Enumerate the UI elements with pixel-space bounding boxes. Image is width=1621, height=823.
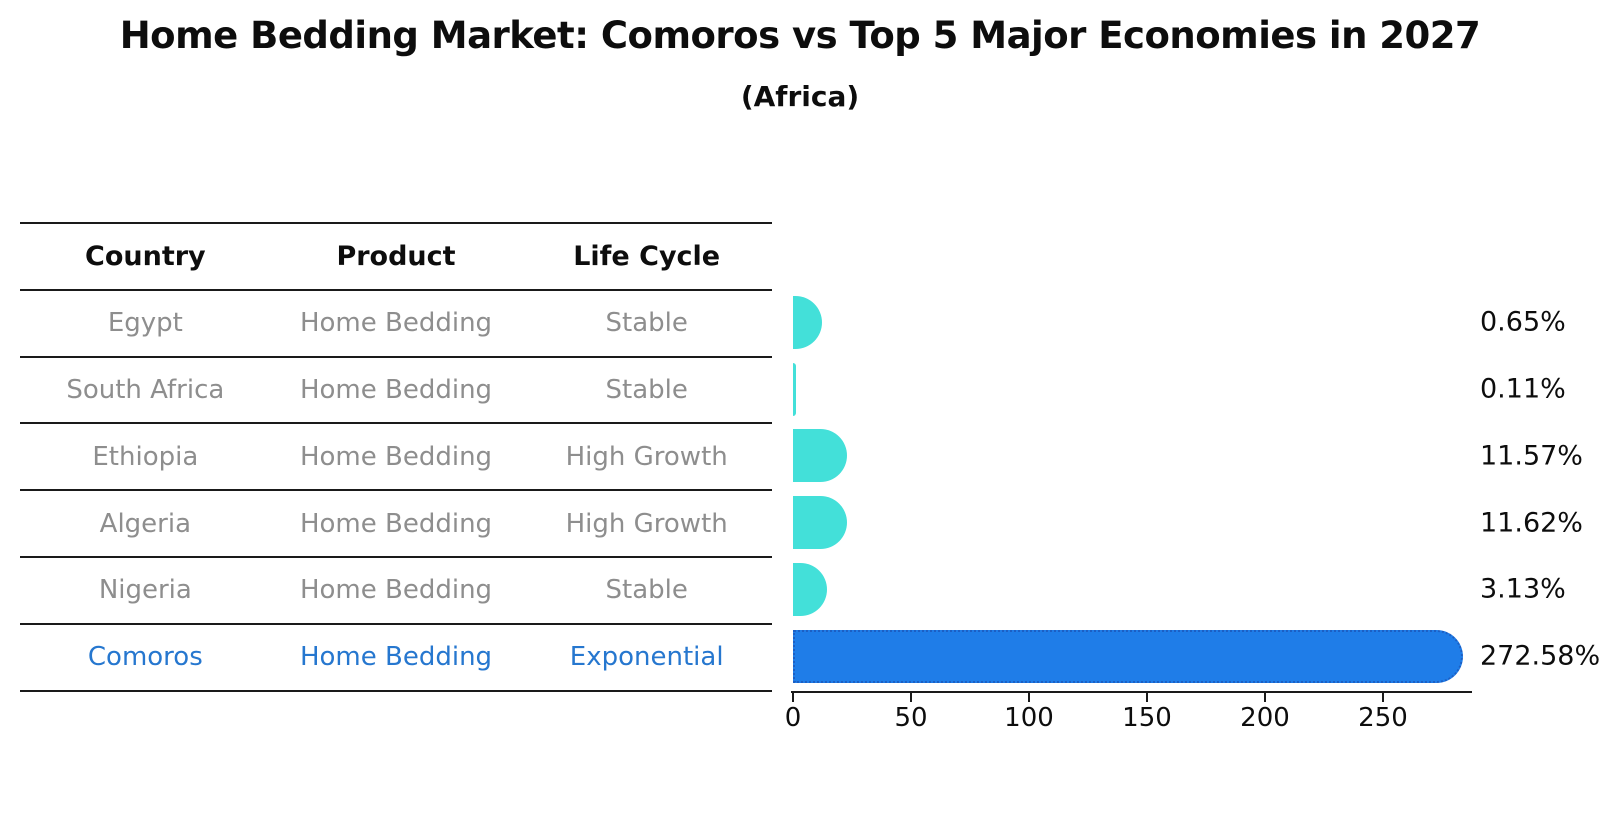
life-cycle-cell: High Growth [565, 441, 728, 472]
x-tick-mark [1382, 693, 1384, 702]
value-label: 3.13% [1480, 573, 1566, 605]
x-tick-label: 150 [1122, 703, 1172, 733]
table-header-row: Country Product Life Cycle [20, 224, 772, 291]
chart-subtitle: (Africa) [740, 80, 860, 113]
x-tick-mark [1264, 693, 1266, 702]
table-row-ethiopia: Ethiopia Home Bedding High Growth [20, 424, 772, 492]
bar-algeria [793, 496, 848, 550]
product-cell: Home Bedding [299, 441, 493, 472]
header-product: Product [336, 240, 456, 272]
x-tick-label: 100 [1004, 703, 1054, 733]
life-cycle-cell: Stable [605, 374, 688, 405]
x-tick-label: 50 [894, 703, 928, 733]
life-cycle-cell: Exponential [569, 642, 724, 673]
value-label: 0.11% [1480, 373, 1566, 405]
summary-table: Country Product Life Cycle Egypt Home Be… [20, 222, 772, 692]
table-row-comoros: Comoros Home Bedding Exponential [20, 625, 772, 692]
bar-row-nigeria: 3.13% [793, 556, 1621, 623]
value-label: 11.62% [1480, 507, 1583, 539]
country-cell: Algeria [99, 508, 192, 539]
bar-south-africa [793, 362, 796, 416]
value-label: 11.57% [1480, 440, 1583, 472]
bar-nigeria [793, 562, 828, 616]
x-tick-label: 0 [784, 703, 802, 733]
life-cycle-cell: Stable [605, 575, 688, 606]
x-tick-label: 200 [1240, 703, 1290, 733]
product-cell: Home Bedding [299, 508, 493, 539]
x-tick-mark [1028, 693, 1030, 702]
x-tick-mark [910, 693, 912, 702]
table-row-egypt: Egypt Home Bedding Stable [20, 291, 772, 358]
product-cell: Home Bedding [299, 642, 493, 673]
country-cell: Ethiopia [92, 441, 199, 472]
product-cell: Home Bedding [299, 575, 493, 606]
bar-row-ethiopia: 11.57% [793, 422, 1621, 489]
country-cell: Nigeria [98, 575, 192, 606]
value-label: 0.65% [1480, 306, 1566, 338]
table-row-south-africa: South Africa Home Bedding Stable [20, 358, 772, 425]
x-axis-line [791, 691, 1472, 694]
country-cell: Comoros [87, 642, 203, 673]
table-row-nigeria: Nigeria Home Bedding Stable [20, 558, 772, 625]
country-cell: Egypt [107, 308, 183, 339]
x-tick-mark [792, 693, 794, 702]
bar-row-egypt: 0.65% [793, 289, 1621, 356]
life-cycle-cell: High Growth [565, 508, 728, 539]
bar-row-south-africa: 0.11% [793, 356, 1621, 423]
chart-title: Home Bedding Market: Comoros vs Top 5 Ma… [119, 14, 1481, 57]
country-cell: South Africa [66, 374, 225, 405]
header-country: Country [85, 240, 206, 272]
bar-egypt [793, 295, 822, 349]
table-row-algeria: Algeria Home Bedding High Growth [20, 491, 772, 558]
bar-chart-area: 0.65% 0.11% 11.57% 11.62% 3.13% 272.58% [793, 289, 1621, 757]
header-life-cycle: Life Cycle [573, 240, 721, 272]
bar-comoros [793, 629, 1464, 683]
bar-row-algeria: 11.62% [793, 489, 1621, 556]
bar-row-comoros: 272.58% [793, 623, 1621, 690]
bar-ethiopia [793, 429, 848, 483]
life-cycle-cell: Stable [605, 308, 688, 339]
x-tick-label: 250 [1358, 703, 1408, 733]
value-label: 272.58% [1480, 640, 1601, 672]
x-tick-mark [1146, 693, 1148, 702]
product-cell: Home Bedding [299, 374, 493, 405]
product-cell: Home Bedding [299, 308, 493, 339]
